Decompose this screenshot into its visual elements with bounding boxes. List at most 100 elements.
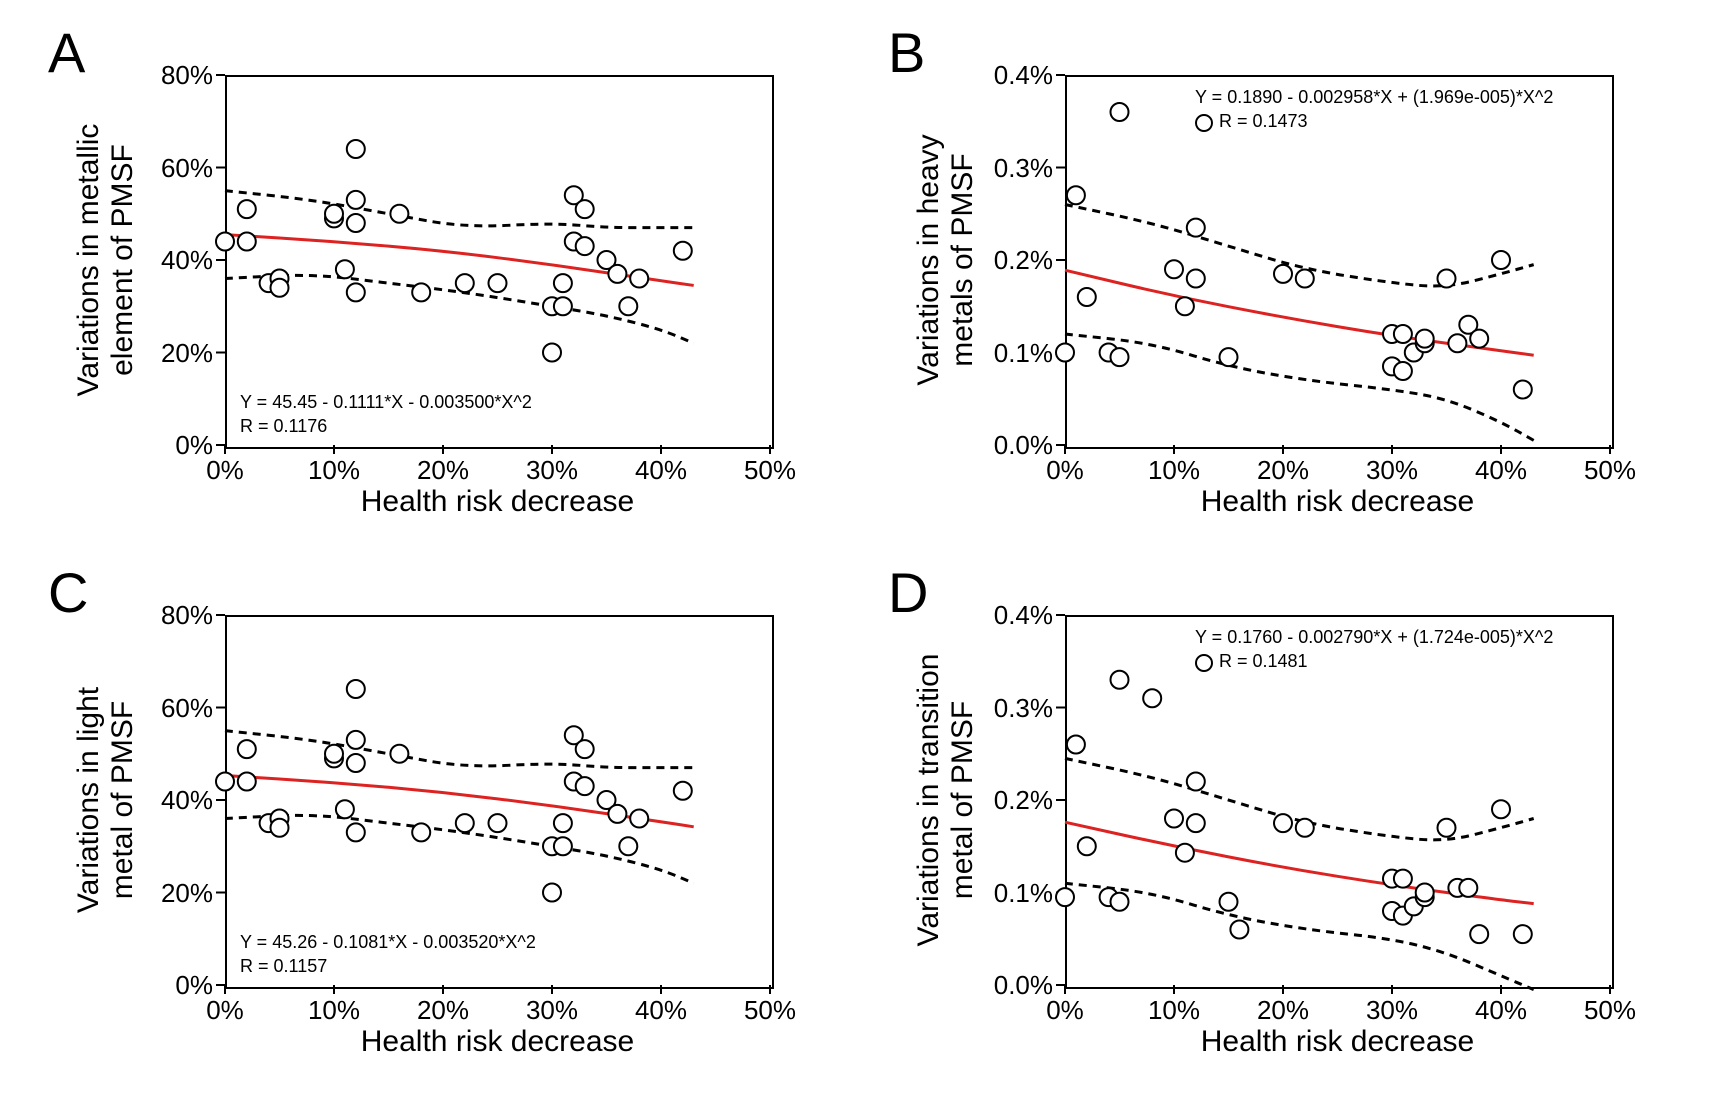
data-point (347, 140, 365, 158)
x-tick-label: 20% (1253, 995, 1313, 1026)
panel-A: AVariations in metallicelement of PMSFHe… (40, 20, 860, 540)
r-value: R = 0.1176 (240, 416, 327, 436)
ci-lower (1065, 883, 1534, 989)
data-point (1394, 325, 1412, 343)
x-tick-label: 10% (1144, 995, 1204, 1026)
y-tick-label: 0.3% (973, 153, 1053, 184)
x-tick-label: 50% (1580, 455, 1640, 486)
y-tick-label: 0.2% (973, 245, 1053, 276)
ci-upper (225, 731, 694, 768)
data-point (554, 297, 572, 315)
y-tick-label: 20% (133, 878, 213, 909)
data-point (1067, 186, 1085, 204)
x-tick-label: 10% (1144, 455, 1204, 486)
y-tick-label: 0.3% (973, 693, 1053, 724)
equation-text-A: Y = 45.45 - 0.1111*X - 0.003500*X^2 R = 0… (240, 390, 532, 439)
equation-text-D: Y = 0.1760 - 0.002790*X + (1.724e-005)*X… (1195, 625, 1553, 674)
data-point (1111, 671, 1129, 689)
data-point (554, 837, 572, 855)
data-point (576, 777, 594, 795)
equation: Y = 0.1890 - 0.002958*X + (1.969e-005)*X… (1195, 87, 1553, 107)
x-tick-label: 10% (304, 995, 364, 1026)
data-point (489, 274, 507, 292)
data-point (336, 800, 354, 818)
data-point (554, 814, 572, 832)
data-point (1187, 773, 1205, 791)
data-point (608, 265, 626, 283)
data-point (1492, 800, 1510, 818)
y-tick-label: 0% (133, 430, 213, 461)
data-point (619, 297, 637, 315)
data-point (238, 773, 256, 791)
data-point (325, 205, 343, 223)
data-point (347, 191, 365, 209)
y-tick-label: 60% (133, 153, 213, 184)
x-tick-label: 10% (304, 455, 364, 486)
data-point (347, 283, 365, 301)
equation-text-C: Y = 45.26 - 0.1081*X - 0.003520*X^2R = 0… (240, 930, 536, 979)
y-tick-label: 0% (133, 970, 213, 1001)
x-tick-label: 20% (413, 455, 473, 486)
data-point (1111, 103, 1129, 121)
x-tick-label: 40% (631, 995, 691, 1026)
legend-marker-icon (1195, 114, 1213, 132)
data-point (347, 823, 365, 841)
y-tick-label: 80% (133, 60, 213, 91)
data-point (576, 200, 594, 218)
x-tick-label: 30% (1362, 995, 1422, 1026)
legend-marker-icon (1195, 654, 1213, 672)
data-point (1165, 260, 1183, 278)
data-point (216, 773, 234, 791)
data-point (412, 283, 430, 301)
data-point (1438, 819, 1456, 837)
x-tick-label: 30% (522, 455, 582, 486)
data-point (347, 731, 365, 749)
data-point (238, 233, 256, 251)
data-point (390, 745, 408, 763)
data-point (543, 884, 561, 902)
data-point (576, 237, 594, 255)
data-point (543, 344, 561, 362)
data-point (608, 805, 626, 823)
data-point (238, 200, 256, 218)
data-point (347, 214, 365, 232)
data-point (1111, 348, 1129, 366)
data-point (216, 233, 234, 251)
data-point (576, 740, 594, 758)
y-tick-label: 20% (133, 338, 213, 369)
y-tick-label: 0.0% (973, 970, 1053, 1001)
x-tick-label: 30% (522, 995, 582, 1026)
data-point (1514, 381, 1532, 399)
data-point (1187, 219, 1205, 237)
data-point (1187, 270, 1205, 288)
y-tick-label: 0.4% (973, 600, 1053, 631)
y-tick-label: 40% (133, 245, 213, 276)
data-point (630, 810, 648, 828)
data-point (1274, 814, 1292, 832)
data-point (390, 205, 408, 223)
data-point (674, 242, 692, 260)
panel-D: DVariations in transitionmetal of PMSFHe… (880, 560, 1700, 1080)
data-point (1394, 870, 1412, 888)
data-point (271, 279, 289, 297)
y-tick-label: 0.1% (973, 338, 1053, 369)
equation: Y = 45.45 - 0.1111*X - 0.003500*X^2 (240, 392, 532, 412)
data-point (489, 814, 507, 832)
equation: Y = 45.26 - 0.1081*X - 0.003520*X^2 (240, 932, 536, 952)
data-point (336, 260, 354, 278)
y-tick-label: 0.1% (973, 878, 1053, 909)
x-tick-label: 20% (413, 995, 473, 1026)
data-point (1078, 288, 1096, 306)
y-tick-label: 0.4% (973, 60, 1053, 91)
y-tick-label: 40% (133, 785, 213, 816)
y-tick-label: 80% (133, 600, 213, 631)
data-point (1143, 689, 1161, 707)
data-point (1176, 844, 1194, 862)
data-point (1220, 348, 1238, 366)
data-point (1416, 884, 1434, 902)
x-tick-label: 30% (1362, 455, 1422, 486)
data-point (1470, 330, 1488, 348)
data-point (619, 837, 637, 855)
r-value: R = 0.1481 (1219, 651, 1308, 671)
data-point (456, 274, 474, 292)
